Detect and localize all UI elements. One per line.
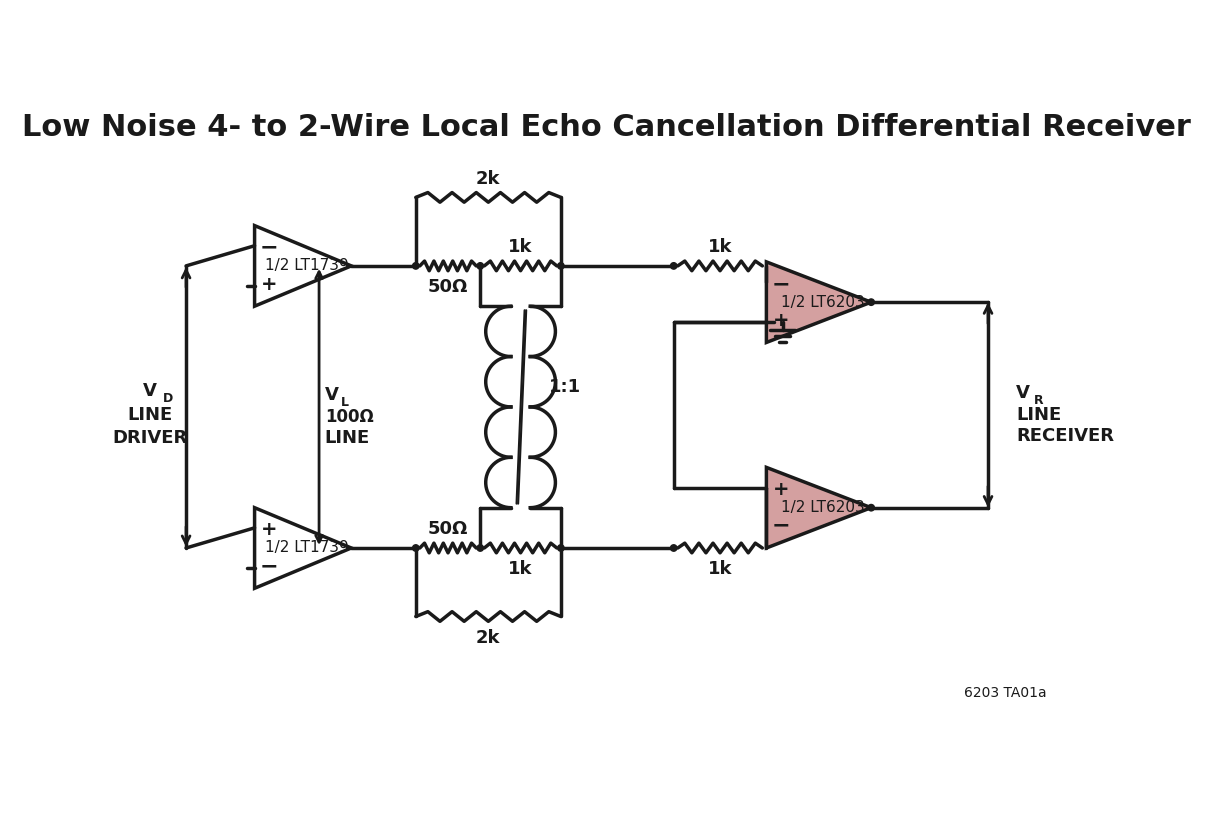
Circle shape bbox=[868, 505, 874, 511]
Text: +: + bbox=[261, 520, 278, 540]
Text: +: + bbox=[773, 480, 789, 499]
Circle shape bbox=[412, 544, 419, 551]
Text: 1k: 1k bbox=[708, 238, 732, 256]
Text: R: R bbox=[1034, 394, 1044, 408]
Text: 50Ω: 50Ω bbox=[428, 278, 468, 296]
Text: V: V bbox=[1016, 383, 1030, 402]
Text: 2k: 2k bbox=[476, 628, 501, 647]
Circle shape bbox=[412, 262, 419, 269]
Text: LINE: LINE bbox=[325, 428, 370, 447]
Text: D: D bbox=[162, 393, 172, 405]
Text: 1k: 1k bbox=[508, 238, 533, 256]
Text: 100Ω: 100Ω bbox=[325, 408, 373, 426]
Text: 1k: 1k bbox=[508, 560, 533, 578]
Polygon shape bbox=[255, 226, 351, 306]
Text: 6203 TA01a: 6203 TA01a bbox=[964, 686, 1046, 700]
Text: +: + bbox=[261, 275, 278, 294]
Polygon shape bbox=[766, 467, 871, 548]
Text: V: V bbox=[143, 382, 156, 400]
Text: L: L bbox=[341, 397, 349, 409]
Text: −: − bbox=[259, 237, 279, 258]
Text: −: − bbox=[772, 274, 790, 294]
Circle shape bbox=[558, 544, 564, 551]
Text: V: V bbox=[325, 386, 338, 404]
Text: Low Noise 4- to 2-Wire Local Echo Cancellation Differential Receiver: Low Noise 4- to 2-Wire Local Echo Cancel… bbox=[22, 113, 1190, 142]
Circle shape bbox=[670, 262, 678, 269]
Text: 50Ω: 50Ω bbox=[428, 520, 468, 539]
Text: 1/2 LT1739: 1/2 LT1739 bbox=[265, 258, 349, 273]
Circle shape bbox=[478, 262, 484, 269]
Polygon shape bbox=[766, 261, 871, 343]
Text: DRIVER: DRIVER bbox=[113, 428, 188, 447]
Text: 1/2 LT6203: 1/2 LT6203 bbox=[781, 500, 864, 515]
Circle shape bbox=[558, 262, 564, 269]
Text: 1/2 LT6203: 1/2 LT6203 bbox=[781, 295, 864, 310]
Text: 1:1: 1:1 bbox=[549, 378, 581, 396]
Text: −: − bbox=[259, 556, 279, 576]
Text: LINE: LINE bbox=[127, 406, 172, 424]
Text: RECEIVER: RECEIVER bbox=[1016, 427, 1114, 445]
Circle shape bbox=[670, 544, 678, 551]
Circle shape bbox=[478, 544, 484, 551]
Text: 1k: 1k bbox=[708, 560, 732, 578]
Text: 2k: 2k bbox=[476, 169, 501, 188]
Text: +: + bbox=[773, 310, 789, 330]
Text: −: − bbox=[772, 515, 790, 536]
Circle shape bbox=[868, 299, 874, 305]
Polygon shape bbox=[255, 508, 351, 588]
Text: 1/2 LT1739: 1/2 LT1739 bbox=[265, 540, 349, 555]
Text: LINE: LINE bbox=[1016, 406, 1062, 423]
